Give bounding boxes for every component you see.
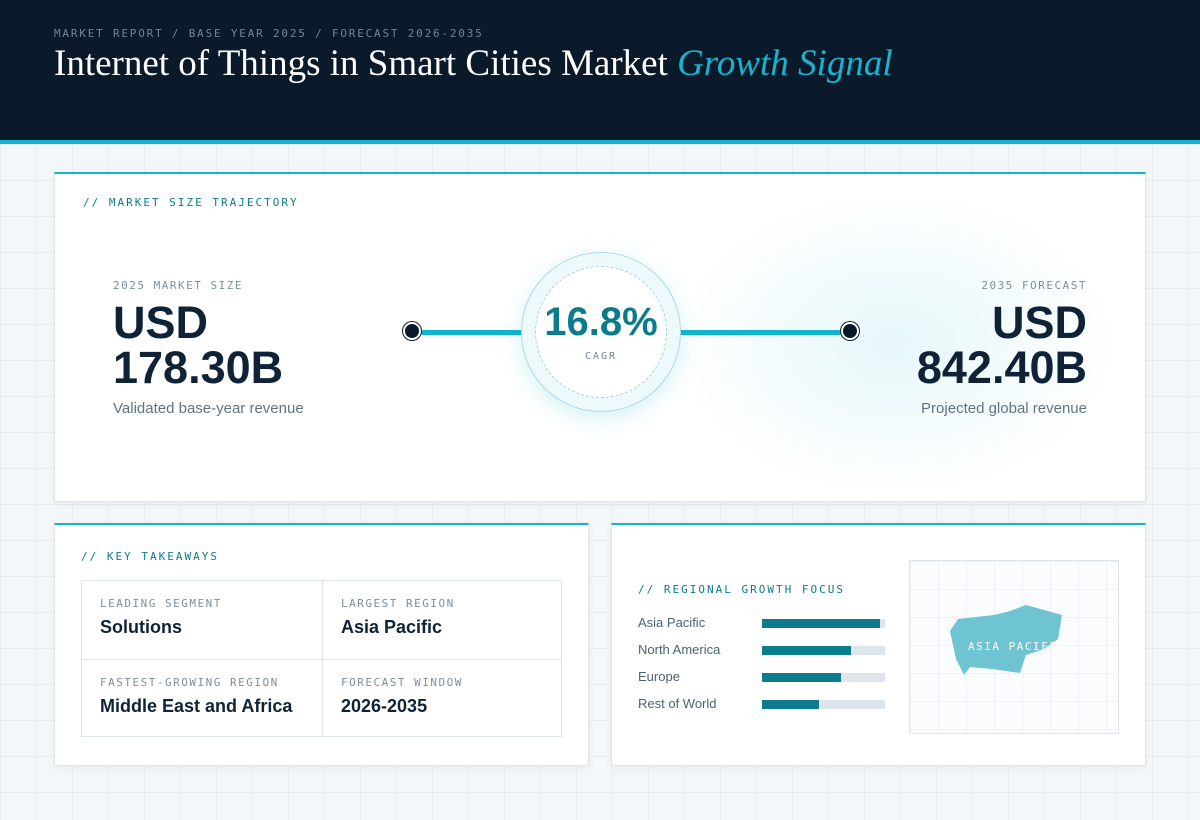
region-bar-row: Rest of World <box>638 696 888 714</box>
region-name: Asia Pacific <box>638 615 706 630</box>
end-value: USD 842.40B <box>916 297 1087 393</box>
region-bar <box>762 673 841 682</box>
takeaway-forecast-window: FORECAST WINDOW 2026-2035 <box>322 659 562 737</box>
trajectory-line-left <box>421 330 533 335</box>
region-name: North America <box>638 642 721 657</box>
cagr-inner: 16.8% CAGR <box>535 266 667 398</box>
region-name: Rest of World <box>638 696 717 711</box>
takeaway-fastest-region: FASTEST-GROWING REGION Middle East and A… <box>82 659 322 737</box>
cagr-label: CAGR <box>584 351 618 362</box>
region-bar <box>762 700 819 709</box>
map-region-label: ASIA PACIFIC <box>968 640 1066 653</box>
report-eyebrow: MARKET REPORT / BASE YEAR 2025 / FORECAS… <box>54 27 484 40</box>
region-bar-track <box>762 700 885 709</box>
cagr-badge: 16.8% CAGR <box>521 252 681 412</box>
regional-label: // REGIONAL GROWTH FOCUS <box>638 583 845 596</box>
region-bar <box>762 646 851 655</box>
takeaway-value: Solutions <box>100 617 182 637</box>
regional-growth-card: // REGIONAL GROWTH FOCUS Asia Pacific Nor… <box>611 523 1146 766</box>
takeaway-leading-segment: LEADING SEGMENT Solutions <box>82 581 322 659</box>
page-title: Internet of Things in Smart Cities Marke… <box>54 42 893 85</box>
region-map: ASIA PACIFIC <box>909 560 1119 734</box>
start-eyebrow: 2025 MARKET SIZE <box>113 279 243 292</box>
region-bar <box>762 619 880 628</box>
takeaway-largest-region: LARGEST REGION Asia Pacific <box>322 581 562 659</box>
end-dot <box>841 322 859 340</box>
start-caption: Validated base-year revenue <box>113 400 304 417</box>
region-bar-row: Europe <box>638 669 888 687</box>
market-size-card: // MARKET SIZE TRAJECTORY 2025 MARKET SI… <box>54 172 1146 502</box>
cagr-value: 16.8% <box>544 300 658 344</box>
takeaway-value: 2026-2035 <box>341 696 428 716</box>
takeaways-grid: LEADING SEGMENT Solutions LARGEST REGION… <box>81 580 562 737</box>
region-bar-row: Asia Pacific <box>638 615 888 633</box>
report-header: MARKET REPORT / BASE YEAR 2025 / FORECAS… <box>0 0 1200 144</box>
trajectory-line-right <box>665 330 841 335</box>
region-name: Europe <box>638 669 680 684</box>
takeaway-value: Asia Pacific <box>341 617 443 637</box>
region-bar-track <box>762 673 885 682</box>
key-takeaways-card: // KEY TAKEAWAYS LEADING SEGMENT Solutio… <box>54 523 589 766</box>
end-caption: Projected global revenue <box>921 400 1087 417</box>
takeaway-head: FORECAST WINDOW <box>341 676 463 689</box>
start-dot <box>403 322 421 340</box>
takeaway-head: LARGEST REGION <box>341 597 455 610</box>
region-bar-track <box>762 646 885 655</box>
takeaway-head: LEADING SEGMENT <box>100 597 222 610</box>
title-main: Internet of Things in Smart Cities Marke… <box>54 43 668 84</box>
asia-pacific-map-icon <box>950 605 1062 675</box>
region-bar-track <box>762 619 885 628</box>
end-eyebrow: 2035 FORECAST <box>981 279 1087 292</box>
takeaways-label: // KEY TAKEAWAYS <box>81 550 219 563</box>
end-stat: 2035 FORECAST USD 842.40B Projected glob… <box>827 279 1087 417</box>
takeaway-head: FASTEST-GROWING REGION <box>100 676 279 689</box>
trajectory-label: // MARKET SIZE TRAJECTORY <box>83 196 299 209</box>
takeaway-value: Middle East and Africa <box>100 696 293 716</box>
title-accent: Growth Signal <box>677 43 893 84</box>
start-stat: 2025 MARKET SIZE USD 178.30B Validated b… <box>113 279 373 417</box>
region-bar-row: North America <box>638 642 888 660</box>
background-glow <box>675 194 1115 494</box>
start-value: USD 178.30B <box>113 297 284 393</box>
